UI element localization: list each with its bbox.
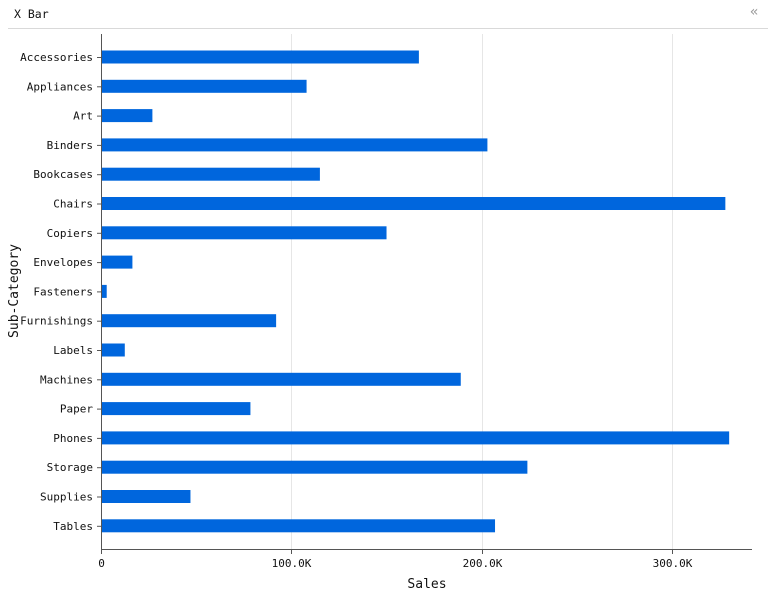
chart-bars [101, 50, 730, 533]
bar-tables[interactable] [101, 519, 496, 533]
double-chevron-left-icon[interactable]: « [750, 4, 759, 20]
y-tick-label: Furnishings [20, 315, 93, 328]
y-tick-label: Fasteners [33, 285, 93, 298]
bar-appliances[interactable] [101, 79, 307, 93]
y-tick-label: Accessories [20, 51, 93, 64]
y-tick-label: Supplies [40, 491, 93, 504]
panel-header: X Bar « [8, 0, 768, 29]
x-tick-label: 200.0K [463, 557, 503, 570]
panel-title: X Bar [14, 7, 49, 21]
bar-copiers[interactable] [101, 226, 387, 240]
x-axis-title: Sales [407, 577, 446, 592]
bar-furnishings[interactable] [101, 314, 277, 328]
bar-fasteners[interactable] [101, 284, 107, 298]
bar-envelopes[interactable] [101, 255, 133, 269]
bar-labels[interactable] [101, 343, 125, 357]
bar-art[interactable] [101, 109, 153, 123]
bar-paper[interactable] [101, 402, 251, 416]
bar-binders[interactable] [101, 138, 488, 152]
y-tick-label: Binders [47, 139, 93, 152]
x-tick-label: 300.0K [653, 557, 693, 570]
y-tick-label: Tables [53, 520, 93, 533]
y-tick-label: Storage [47, 461, 93, 474]
y-tick-label: Envelopes [33, 256, 93, 269]
y-tick-label: Paper [60, 403, 93, 416]
y-tick-label: Bookcases [33, 168, 93, 181]
y-tick-label: Labels [53, 344, 93, 357]
y-tick-label: Chairs [53, 198, 93, 211]
y-tick-label: Appliances [27, 80, 93, 93]
y-tick-label: Machines [40, 373, 93, 386]
x-tick-label: 0 [98, 557, 105, 570]
bar-phones[interactable] [101, 431, 730, 445]
bar-accessories[interactable] [101, 50, 419, 64]
x-tick-label: 100.0K [272, 557, 312, 570]
y-tick-label: Copiers [47, 227, 93, 240]
y-axis-title: Sub-Category [7, 244, 22, 338]
bar-machines[interactable] [101, 372, 461, 386]
bar-bookcases[interactable] [101, 167, 320, 181]
bar-storage[interactable] [101, 460, 528, 474]
bar-supplies[interactable] [101, 490, 191, 503]
y-tick-label: Phones [53, 432, 93, 445]
chart-axes: Accessories Appliances Art Binders Bookcases… [20, 34, 752, 570]
bar-chairs[interactable] [101, 197, 726, 210]
y-tick-label: Art [73, 110, 93, 123]
